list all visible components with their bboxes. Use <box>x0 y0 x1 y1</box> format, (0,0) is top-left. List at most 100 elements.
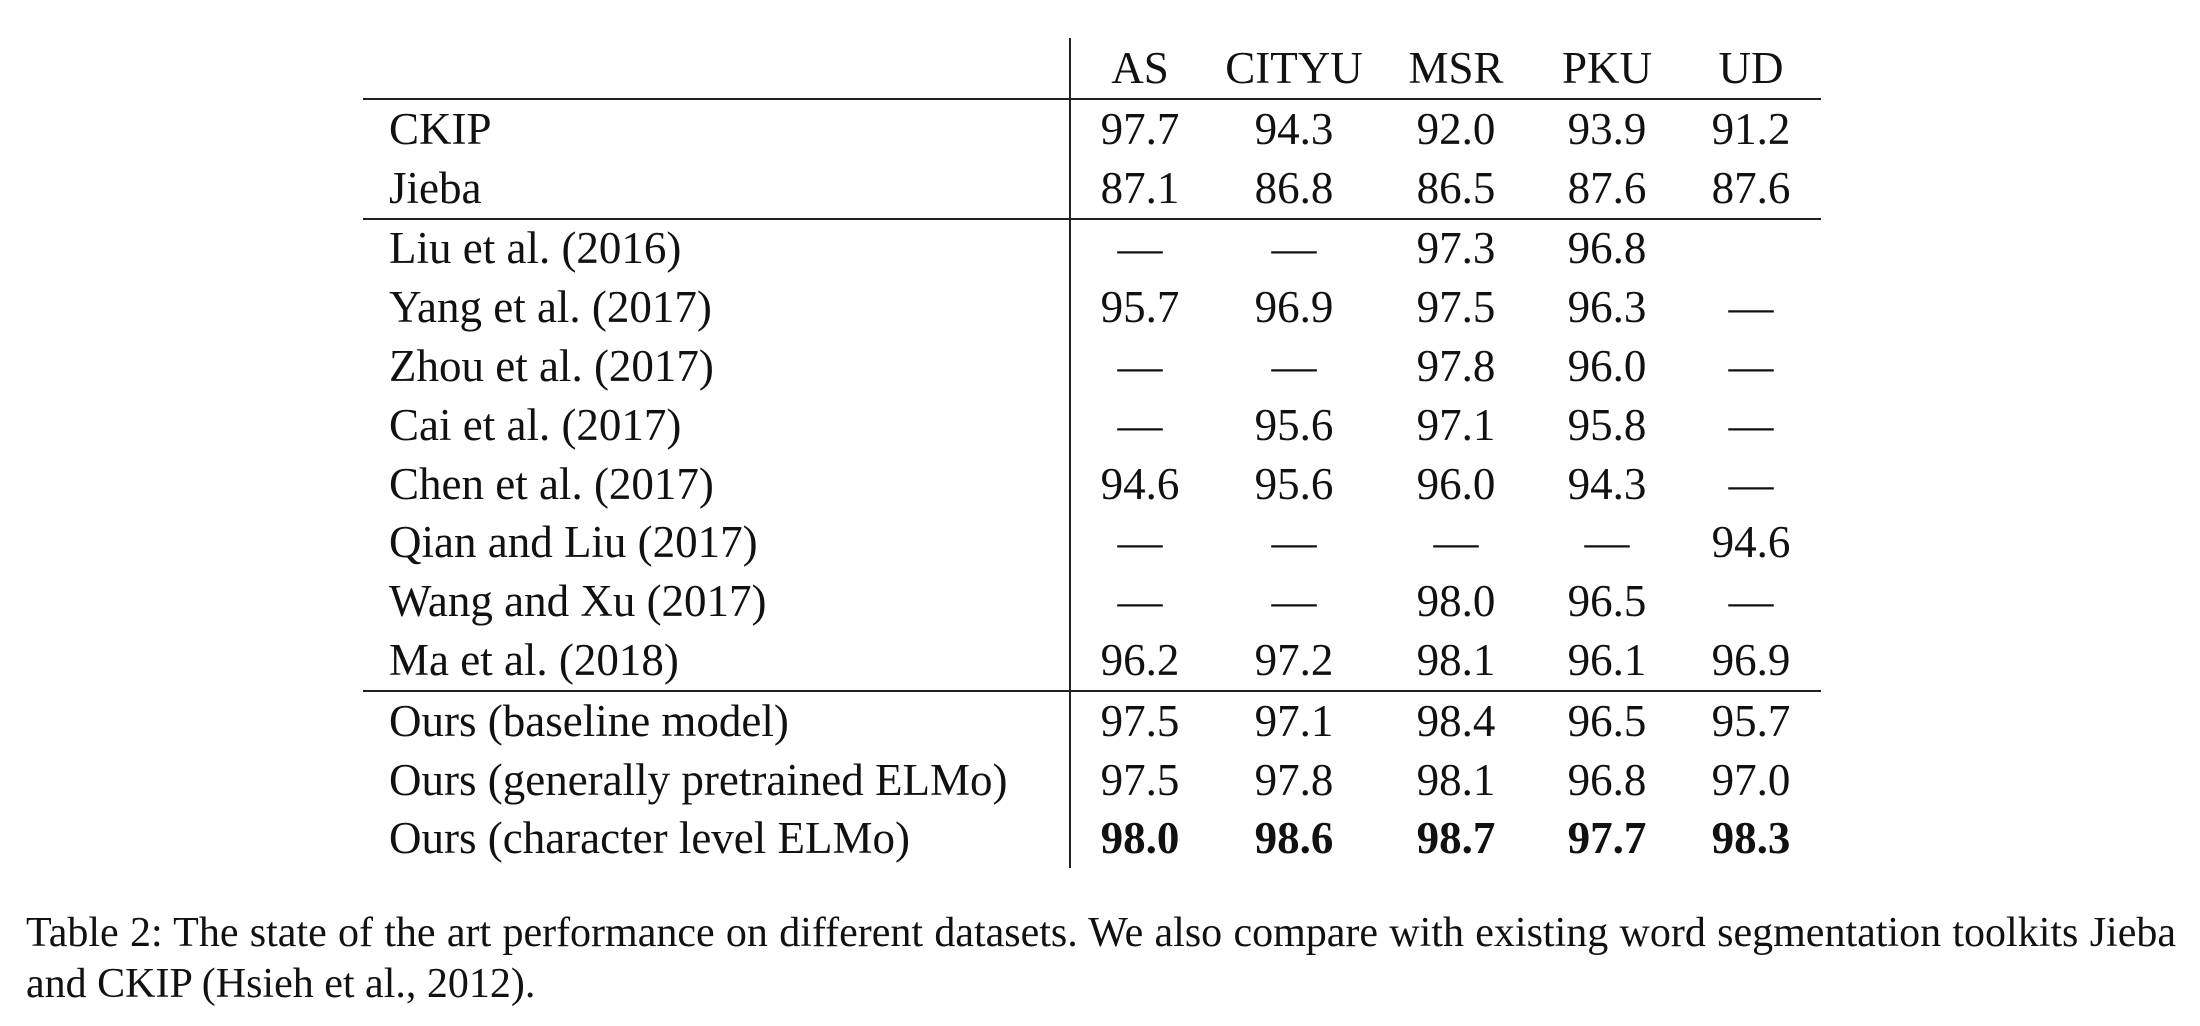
table-row: Ours (generally pretrained ELMo) 97.5 97.8… <box>363 750 1821 810</box>
cell-ud: 87.6 <box>1711 162 1791 213</box>
cell-as: — <box>1069 395 1209 455</box>
cell-pku: 97.7 <box>1567 813 1647 864</box>
cell-pku: 95.8 <box>1567 399 1647 450</box>
cell-cityu: 97.8 <box>1254 754 1334 805</box>
cell-cityu: 95.6 <box>1254 399 1334 450</box>
cell-as: 97.7 <box>1069 99 1209 159</box>
cell-as: — <box>1069 572 1209 632</box>
cell-as: 96.2 <box>1069 631 1209 691</box>
cell-pku: — <box>1584 517 1630 568</box>
cell-as: 95.7 <box>1069 278 1209 338</box>
cell-pku: 96.5 <box>1567 576 1647 627</box>
cell-as: 98.0 <box>1069 809 1209 869</box>
cell-pku: 96.8 <box>1567 754 1647 805</box>
cell-cityu: — <box>1271 576 1317 627</box>
cell-msr: 96.0 <box>1416 458 1496 509</box>
row-label: Ours (character level ELMo) <box>389 813 910 864</box>
cell-as: 87.1 <box>1069 158 1209 219</box>
row-label: Zhou et al. (2017) <box>389 341 714 392</box>
cell-as: 97.5 <box>1069 750 1209 810</box>
row-label: Ma et al. (2018) <box>389 635 679 686</box>
cell-cityu: 94.3 <box>1254 103 1334 154</box>
table-row: Ours (baseline model) 97.5 97.1 98.4 96.5 95.… <box>363 689 1821 751</box>
table-row: CKIP 97.7 94.3 92.0 93.9 91.2 <box>363 99 1821 159</box>
row-label: CKIP <box>389 103 492 154</box>
cell-pku: 96.1 <box>1567 635 1647 686</box>
cell-ud <box>1681 217 1821 279</box>
cell-ud: — <box>1728 458 1774 509</box>
cell-ud: — <box>1728 282 1774 333</box>
cell-cityu: 96.9 <box>1254 282 1334 333</box>
cell-msr: 97.3 <box>1379 217 1533 279</box>
cell-ud: 96.9 <box>1711 635 1791 686</box>
table-body: CKIP 97.7 94.3 92.0 93.9 91.2 Jieba 87.1 86.8 86.… <box>363 99 1821 869</box>
cell-cityu: 98.6 <box>1254 813 1334 864</box>
cell-cityu: 86.8 <box>1254 162 1334 213</box>
column-header-as: AS <box>1069 38 1209 100</box>
cell-ud: 95.7 <box>1681 689 1821 751</box>
row-label: Cai et al. (2017) <box>389 399 682 450</box>
table-row: Liu et al. (2016) — —97.3 96.8 <box>363 217 1821 279</box>
row-label: Yang et al. (2017) <box>389 282 712 333</box>
table-row: Qian and Liu (2017) — — — — 94.6 <box>363 513 1821 573</box>
cell-pku: 96.5 <box>1533 689 1681 751</box>
cell-pku: 94.3 <box>1567 458 1647 509</box>
cell-pku: 96.0 <box>1567 341 1647 392</box>
cell-ud: — <box>1728 341 1774 392</box>
table-row: Ma et al. (2018) 96.2 97.2 98.1 96.1 96.9 <box>363 631 1821 691</box>
cell-as: — <box>1069 337 1209 396</box>
cell-cityu: — <box>1271 517 1317 568</box>
table-row: Cai et al. (2017) — 95.6 97.1 95.8 — <box>363 395 1821 455</box>
row-label: Wang and Xu (2017) <box>389 576 767 627</box>
cell-cityu: 97.1 <box>1209 689 1379 751</box>
cell-cityu: 95.6 <box>1254 458 1334 509</box>
cell-msr: 98.7 <box>1416 813 1496 864</box>
cell-cityu: 97.2 <box>1254 635 1334 686</box>
row-label: Qian and Liu (2017) <box>389 517 758 568</box>
cell-msr: 98.1 <box>1416 754 1496 805</box>
cell-cityu: — <box>1209 217 1379 279</box>
table-row: Wang and Xu (2017) — — 98.0 96.5 — <box>363 572 1821 632</box>
column-header-ud: UD <box>1681 38 1821 100</box>
cell-ud: 91.2 <box>1711 103 1791 154</box>
cell-msr: 98.0 <box>1416 576 1496 627</box>
table-row: Ours (character level ELMo) 98.0 98.6 98.7 9… <box>363 809 1821 869</box>
cell-pku: 96.8 <box>1533 217 1681 279</box>
cell-msr: 97.1 <box>1416 399 1496 450</box>
table-row: Yang et al. (2017) 95.7 96.9 97.5 96.3 — <box>363 278 1821 338</box>
table-caption: Table 2: The state of the art performanc… <box>26 910 2176 1007</box>
cell-msr: 98.4 <box>1379 689 1533 751</box>
cell-as: 97.5 <box>1069 689 1209 751</box>
cell-msr: 97.8 <box>1416 341 1496 392</box>
cell-pku: 96.3 <box>1567 282 1647 333</box>
cell-msr: 98.1 <box>1416 635 1496 686</box>
cell-as: 94.6 <box>1069 454 1209 514</box>
cell-ud: — <box>1728 576 1774 627</box>
row-label: Jieba <box>389 162 482 213</box>
row-label: Chen et al. (2017) <box>389 458 714 509</box>
row-label: Liu et al. (2016) <box>363 217 1070 279</box>
header-row: AS CITYU MSR PKU UD <box>363 38 1821 100</box>
cell-ud: 97.0 <box>1711 754 1791 805</box>
cell-msr: — <box>1433 517 1479 568</box>
results-table-container: AS CITYU MSR PKU UD CKIP 97.7 94.3 92.0 93.9… <box>363 38 1821 869</box>
cell-msr: 97.5 <box>1416 282 1496 333</box>
cell-ud: — <box>1728 399 1774 450</box>
header-corner <box>363 38 1070 100</box>
table-row: Jieba 87.1 86.8 86.5 87.6 87.6 <box>363 158 1821 219</box>
row-label: Ours (baseline model) <box>363 689 1070 751</box>
cell-ud: 98.3 <box>1711 813 1791 864</box>
results-table: AS CITYU MSR PKU UD CKIP 97.7 94.3 92.0 93.9… <box>363 38 1821 869</box>
column-header-pku: PKU <box>1533 38 1681 100</box>
cell-as: — <box>1069 513 1209 573</box>
table-row: Zhou et al. (2017) — — 97.8 96.0 — <box>363 337 1821 396</box>
cell-msr: 86.5 <box>1416 162 1496 213</box>
table-row: Chen et al. (2017) 94.6 95.6 96.0 94.3 — <box>363 454 1821 514</box>
row-label: Ours (generally pretrained ELMo) <box>389 754 1008 805</box>
column-header-msr: MSR <box>1379 38 1533 100</box>
cell-msr: 92.0 <box>1416 103 1496 154</box>
cell-pku: 93.9 <box>1567 103 1647 154</box>
cell-ud: 94.6 <box>1711 517 1791 568</box>
cell-as: — <box>1069 217 1209 279</box>
cell-cityu: — <box>1271 341 1317 392</box>
